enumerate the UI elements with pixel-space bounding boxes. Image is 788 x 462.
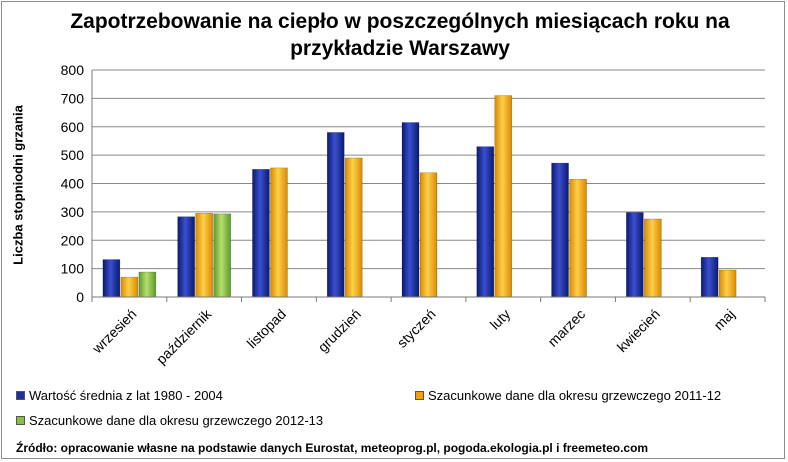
legend-label-series-2: Szacunkowe dane dla okresu grzewczego 20…: [428, 388, 722, 403]
legend-item-series-1: Wartość średnia z lat 1980 - 2004: [16, 388, 223, 403]
y-tick-label: 300: [61, 204, 85, 220]
legend-swatch-green: [16, 416, 25, 425]
y-tick-label: 400: [61, 176, 85, 192]
bar-grudzień-series-2: [344, 157, 363, 298]
bar-maj-series-2: [718, 269, 737, 298]
y-tick-label: 0: [76, 289, 84, 305]
bar-październik-series-2: [195, 213, 213, 298]
bar-październik-series-1: [177, 216, 195, 298]
x-tick-label: wrzesień: [88, 306, 139, 357]
bar-marzec-series-1: [551, 162, 569, 298]
bar-listopad-series-2: [270, 167, 288, 298]
x-tick-label: listopad: [244, 306, 289, 351]
bar-styczeń-series-1: [401, 122, 420, 298]
bar-kwiecień-series-1: [626, 212, 644, 298]
bar-maj-series-1: [700, 257, 719, 298]
bar-wrzesień-series-1: [102, 259, 121, 298]
x-tick-label: kwiecień: [614, 306, 663, 355]
chart-title: Zapotrzebowanie na ciepło w poszczególny…: [70, 10, 730, 60]
bar-grudzień-series-1: [326, 132, 345, 298]
legend-label-series-3: Szacunkowe dane dla okresu grzewczego 20…: [29, 413, 324, 428]
y-tick-label: 600: [61, 119, 85, 135]
bar-styczeń-series-2: [419, 172, 438, 298]
legend-label-series-1: Wartość średnia z lat 1980 - 2004: [29, 388, 223, 403]
y-tick-label: 200: [61, 232, 85, 248]
bar-kwiecień-series-2: [644, 218, 662, 298]
x-tick-label: luty: [487, 306, 514, 333]
legend-item-series-3: Szacunkowe dane dla okresu grzewczego 20…: [16, 413, 323, 428]
bar-wrzesień-series-2: [120, 276, 139, 298]
x-tick-label: grudzień: [315, 306, 364, 355]
bar-październik-series-3: [213, 213, 231, 298]
bar-listopad-series-1: [252, 169, 270, 298]
x-tick-label: maj: [710, 306, 737, 333]
x-tick-label: październik: [153, 305, 215, 367]
y-tick-label: 500: [61, 147, 85, 163]
legend-swatch-blue: [16, 391, 25, 400]
bar-marzec-series-2: [569, 178, 587, 298]
y-tick-label: 800: [61, 62, 85, 78]
bar-luty-series-2: [494, 95, 513, 298]
source-note: Źródło: opracowanie własne na podstawie …: [16, 441, 649, 455]
x-tick-label: marzec: [544, 306, 588, 350]
y-tick-label: 700: [61, 90, 85, 106]
bar-wrzesień-series-3: [138, 271, 157, 298]
x-tick-label: styczeń: [394, 306, 439, 351]
y-tick-label: 100: [61, 261, 85, 277]
legend-swatch-orange: [415, 391, 424, 400]
legend-item-series-2: Szacunkowe dane dla okresu grzewczego 20…: [415, 388, 721, 403]
bar-luty-series-1: [476, 146, 495, 298]
